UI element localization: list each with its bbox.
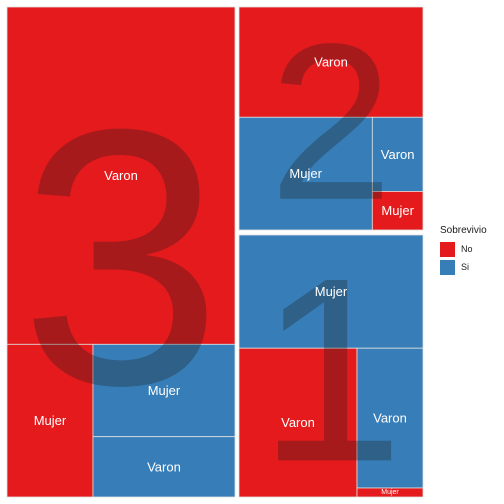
legend-key-no — [440, 241, 455, 257]
tile-label: Varon — [314, 55, 348, 70]
group-label-1: 1 — [258, 223, 404, 504]
legend-item-no: No — [440, 240, 487, 258]
legend-label-si: Si — [461, 262, 470, 272]
tile-label: Mujer — [34, 413, 67, 428]
tile-label: Varon — [373, 411, 407, 426]
group-label-2: 2 — [269, 0, 393, 247]
tile-2-varon-no — [238, 6, 424, 118]
tile-labels-layer: Varon Mujer Mujer Varon Varon Mujer Varon Mujer… — [34, 55, 415, 496]
legend-title: Sobrevivio — [440, 225, 487, 236]
tile-label: Varon — [281, 415, 315, 430]
tile-label: Varon — [147, 459, 181, 474]
tile-3-varon-no — [6, 6, 236, 345]
tile-label: Varon — [381, 147, 415, 162]
tiles-layer — [6, 6, 424, 498]
tile-label: Mujer — [381, 203, 414, 218]
group-labels-layer: 3 21 — [20, 0, 404, 504]
tile-1-mujer-no — [356, 487, 424, 498]
legend-item-si: Si — [440, 258, 487, 276]
tile-3-mujer-si — [92, 343, 236, 438]
tile-3-varon-si — [92, 436, 236, 498]
tile-3-mujer-no — [6, 343, 94, 498]
tile-label: Mujer — [381, 489, 399, 496]
group-label-3: 3 — [20, 54, 223, 461]
tile-label: Mujer — [315, 284, 348, 299]
tile-label: Mujer — [148, 383, 181, 398]
tile-label: Varon — [104, 168, 138, 183]
legend-label-no: No — [461, 244, 473, 254]
tile-1-varon-no — [238, 347, 358, 498]
tile-label: Mujer — [289, 166, 322, 181]
tile-2-mujer-no — [371, 191, 424, 231]
legend-key-si — [440, 259, 455, 275]
legend: Sobrevivio No Si — [440, 225, 487, 276]
tile-2-mujer-si — [238, 116, 373, 231]
tile-1-varon-si — [356, 347, 424, 489]
